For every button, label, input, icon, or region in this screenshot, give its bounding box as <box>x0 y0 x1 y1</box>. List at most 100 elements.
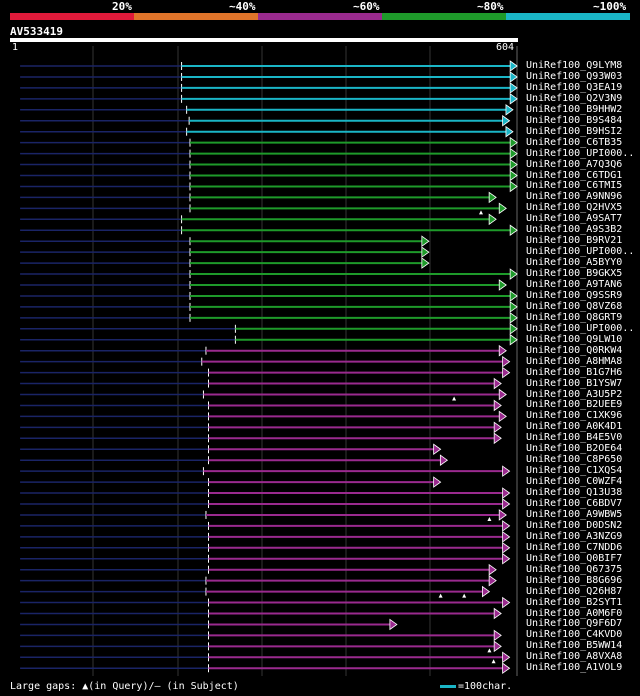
hit-label[interactable]: UniRef100_B9HHW2 <box>526 103 623 115</box>
hit-row[interactable] <box>20 662 511 675</box>
hit-row[interactable] <box>20 191 497 204</box>
hit-label[interactable]: UniRef100_A1VOL9 <box>526 662 623 674</box>
hit-row[interactable] <box>20 443 442 456</box>
hit-row[interactable] <box>20 169 518 182</box>
hit-row[interactable] <box>20 629 502 642</box>
hit-row[interactable] <box>20 596 511 609</box>
hit-label[interactable]: UniRef100_C6BDV7 <box>526 498 623 509</box>
hit-label[interactable]: UniRef100_A9NN96 <box>526 191 623 203</box>
hit-row[interactable] <box>20 114 511 127</box>
hit-row[interactable] <box>20 93 518 105</box>
hit-row[interactable] <box>20 476 442 488</box>
hit-label[interactable]: UniRef100_A8HMA8 <box>526 355 623 367</box>
hit-label[interactable]: UniRef100_UPI000.. <box>526 246 635 258</box>
hit-label[interactable]: UniRef100_A8VXA8 <box>526 651 623 663</box>
hit-label[interactable]: UniRef100_Q8VZ68 <box>526 300 623 312</box>
hit-row[interactable] <box>20 377 502 390</box>
hit-row[interactable] <box>20 574 497 587</box>
hit-label[interactable]: UniRef100_B2SYT1 <box>526 596 623 608</box>
hit-label[interactable]: UniRef100_A3NZG9 <box>526 530 623 542</box>
hit-row[interactable] <box>20 618 398 631</box>
hit-row[interactable] <box>20 520 511 532</box>
hit-row[interactable] <box>20 509 507 521</box>
hit-row[interactable] <box>20 224 518 237</box>
hit-label[interactable]: UniRef100_C8P650 <box>526 454 623 466</box>
hit-label[interactable]: UniRef100_B9S484 <box>526 114 623 126</box>
hit-row[interactable] <box>20 640 502 653</box>
hit-row[interactable] <box>20 651 511 664</box>
hit-row[interactable] <box>20 136 518 149</box>
hit-label[interactable]: UniRef100_C1XQS4 <box>526 465 623 477</box>
hit-row[interactable] <box>20 323 518 335</box>
hit-label[interactable]: UniRef100_D0DSN2 <box>526 519 623 531</box>
hit-row[interactable] <box>20 585 491 598</box>
hit-row[interactable] <box>20 454 449 466</box>
hit-label[interactable]: UniRef100_Q0BIF7 <box>526 552 623 564</box>
hit-label[interactable]: UniRef100_B5WW14 <box>526 640 623 652</box>
hit-row[interactable] <box>20 290 518 302</box>
hit-row[interactable] <box>20 487 511 499</box>
hit-label[interactable]: UniRef100_B2UEE9 <box>526 399 623 411</box>
hit-row[interactable] <box>20 355 511 368</box>
hit-label[interactable]: UniRef100_Q2HVX5 <box>526 202 623 214</box>
hit-row[interactable] <box>20 432 502 445</box>
hit-label[interactable]: UniRef100_B4E5V0 <box>526 432 623 444</box>
hit-row[interactable] <box>20 71 518 83</box>
hit-label[interactable]: UniRef100_C0WZF4 <box>526 476 623 488</box>
hit-row[interactable] <box>20 246 430 258</box>
hit-label[interactable]: UniRef100_A0M6F0 <box>526 607 623 619</box>
hit-label[interactable]: UniRef100_C6TB35 <box>526 136 623 148</box>
hit-row[interactable] <box>20 399 502 412</box>
hit-label[interactable]: UniRef100_Q13U38 <box>526 487 623 499</box>
hit-row[interactable] <box>20 213 497 226</box>
hit-label[interactable]: UniRef100_A9WBW5 <box>526 508 623 520</box>
hit-label[interactable]: UniRef100_Q9LYM8 <box>526 60 623 71</box>
hit-row[interactable] <box>20 552 511 565</box>
hit-label[interactable]: UniRef100_C4KVD0 <box>526 629 623 641</box>
hit-label[interactable]: UniRef100_Q9F6D7 <box>526 618 623 630</box>
hit-label[interactable]: UniRef100_Q0RKW4 <box>526 344 623 356</box>
hit-row[interactable] <box>20 388 507 401</box>
hit-label[interactable]: UniRef100_B2OE64 <box>526 443 623 455</box>
hit-label[interactable]: UniRef100_B9GKX5 <box>526 268 623 280</box>
hit-label[interactable]: UniRef100_Q9LW10 <box>526 333 623 345</box>
hit-row[interactable] <box>20 312 518 324</box>
hit-row[interactable] <box>20 60 518 72</box>
hit-label[interactable]: UniRef100_Q3EA19 <box>526 81 623 93</box>
hit-label[interactable]: UniRef100_C6TDG1 <box>526 169 623 181</box>
hit-label[interactable]: UniRef100_A7Q3Q6 <box>526 158 623 170</box>
hit-label[interactable]: UniRef100_A9S3B2 <box>526 224 623 236</box>
hit-row[interactable] <box>20 147 518 160</box>
hit-row[interactable] <box>20 158 518 171</box>
hit-row[interactable] <box>20 202 507 215</box>
hit-row[interactable] <box>20 498 511 510</box>
hit-row[interactable] <box>20 366 511 379</box>
hit-label[interactable]: UniRef100_A3U5P2 <box>526 388 623 400</box>
hit-row[interactable] <box>20 563 497 576</box>
hit-row[interactable] <box>20 607 502 620</box>
hit-row[interactable] <box>20 268 518 280</box>
hit-row[interactable] <box>20 344 507 357</box>
hit-label[interactable]: UniRef100_Q26H87 <box>526 585 623 597</box>
hit-label[interactable]: UniRef100_C1XK96 <box>526 410 623 422</box>
hit-row[interactable] <box>20 279 507 291</box>
hit-label[interactable]: UniRef100_C6TMI5 <box>526 180 623 192</box>
hit-row[interactable] <box>20 104 514 116</box>
hit-row[interactable] <box>20 531 511 543</box>
hit-label[interactable]: UniRef100_Q93W03 <box>526 70 623 82</box>
hit-row[interactable] <box>20 333 518 346</box>
hit-label[interactable]: UniRef100_C7NDD6 <box>526 541 623 553</box>
hit-label[interactable]: UniRef100_A5BYY0 <box>526 257 623 269</box>
hit-label[interactable]: UniRef100_UPI000.. <box>526 322 635 334</box>
hit-label[interactable]: UniRef100_Q2V3N9 <box>526 92 623 104</box>
hit-label[interactable]: UniRef100_B1YSW7 <box>526 377 623 389</box>
hit-row[interactable] <box>20 465 511 477</box>
hit-label[interactable]: UniRef100_A9SAT7 <box>526 213 623 225</box>
hit-row[interactable] <box>20 180 518 193</box>
hit-label[interactable]: UniRef100_B9RV21 <box>526 235 623 247</box>
hit-label[interactable]: UniRef100_B8G696 <box>526 574 623 586</box>
hit-row[interactable] <box>20 125 514 138</box>
hit-row[interactable] <box>20 82 518 94</box>
hit-row[interactable] <box>20 257 430 269</box>
hit-row[interactable] <box>20 301 518 313</box>
